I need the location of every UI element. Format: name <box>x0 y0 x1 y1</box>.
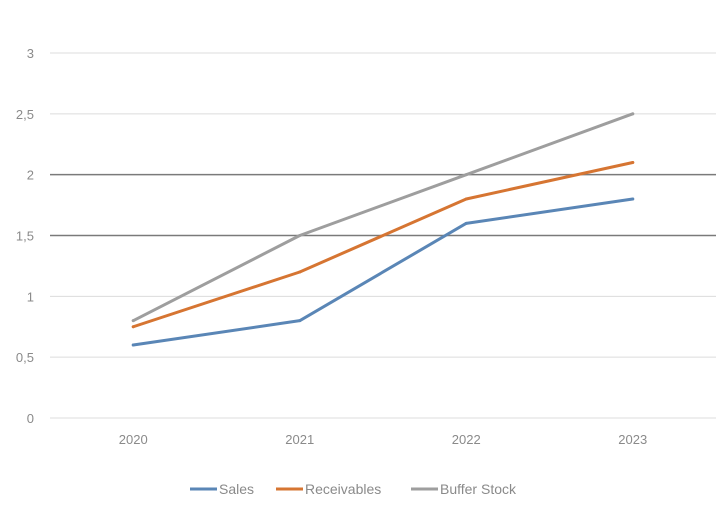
y-tick-label: 3 <box>27 46 34 61</box>
data-point <box>464 221 468 225</box>
x-tick-label: 2022 <box>452 432 481 447</box>
legend-label: Buffer Stock <box>440 481 517 497</box>
data-point <box>464 197 468 201</box>
legend-item: Receivables <box>276 481 381 497</box>
data-point <box>298 319 302 323</box>
series-lines <box>131 112 635 347</box>
x-tick-label: 2021 <box>285 432 314 447</box>
y-tick-label: 2,5 <box>16 107 34 122</box>
data-point <box>131 325 135 329</box>
legend-item: Buffer Stock <box>411 481 517 497</box>
y-tick-label: 0 <box>27 411 34 426</box>
x-tick-label: 2023 <box>618 432 647 447</box>
data-point <box>464 173 468 177</box>
y-axis-ticks: 0 0,5 1 1,5 2 2,5 3 <box>16 46 34 426</box>
y-tick-label: 1,5 <box>16 229 34 244</box>
data-point <box>631 161 635 164</box>
y-tick-label: 1 <box>27 289 34 304</box>
series-line-buffer-stock <box>131 112 635 323</box>
data-point <box>298 234 302 237</box>
data-point <box>298 270 302 274</box>
data-point <box>131 343 135 347</box>
data-point <box>131 319 135 323</box>
legend: Sales Receivables Buffer Stock <box>190 481 517 497</box>
legend-label: Sales <box>219 481 254 497</box>
legend-label: Receivables <box>305 481 381 497</box>
legend-item: Sales <box>190 481 254 497</box>
data-point <box>631 112 635 116</box>
y-tick-label: 2 <box>27 168 34 183</box>
x-axis-ticks: 2020 2021 2022 2023 <box>119 432 647 447</box>
series-line-sales <box>131 197 635 347</box>
x-tick-label: 2020 <box>119 432 148 447</box>
series-line-receivables <box>131 161 635 329</box>
data-point <box>631 197 635 201</box>
gridlines <box>50 52 716 419</box>
y-tick-label: 0,5 <box>16 350 34 365</box>
